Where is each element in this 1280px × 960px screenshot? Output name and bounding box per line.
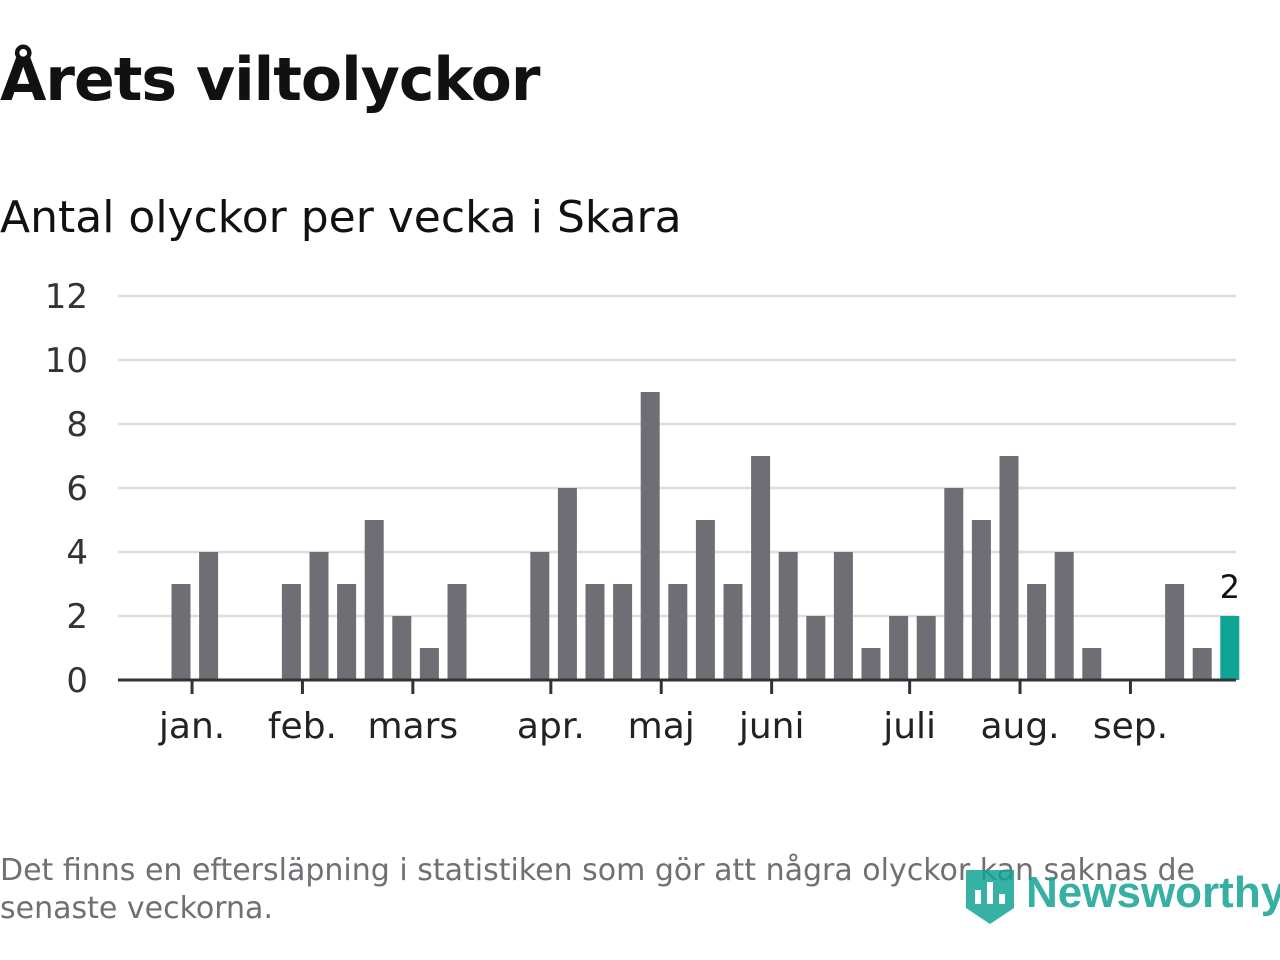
newsworthy-logo-icon: [966, 870, 1014, 924]
brand-name: Newsworthy: [1026, 868, 1280, 917]
y-tick-label: 0: [66, 661, 88, 701]
grid-lines: [118, 294, 1236, 618]
bar: [1082, 648, 1102, 680]
bar: [751, 456, 771, 680]
bar: [695, 520, 715, 680]
bar: [585, 584, 605, 680]
bar: [419, 648, 439, 680]
chart-title: Årets viltolyckor: [0, 45, 540, 115]
bar: [778, 552, 798, 680]
bar: [999, 456, 1019, 680]
x-tick-label: mars: [367, 706, 458, 747]
bar: [281, 584, 301, 680]
chart-subtitle: Antal olyckor per vecka i Skara: [0, 192, 682, 243]
bar: [199, 552, 219, 680]
x-tick-label: sep.: [1093, 706, 1168, 747]
bar: [557, 488, 577, 680]
bar: [833, 552, 853, 680]
bar: [916, 616, 936, 680]
bar: [944, 488, 964, 680]
data-label: 2: [1220, 568, 1240, 606]
bar: [861, 648, 881, 680]
bar: [806, 616, 826, 680]
x-tick-label: apr.: [517, 706, 585, 747]
bar: [392, 616, 412, 680]
x-tick-label: maj: [628, 706, 695, 747]
bars: [171, 392, 1240, 680]
x-tick-label: juli: [882, 706, 936, 747]
bar-highlight: [1220, 616, 1240, 680]
bar: [1192, 648, 1212, 680]
y-tick-label: 2: [66, 597, 88, 637]
x-tick-label: feb.: [268, 706, 337, 747]
bar: [364, 520, 384, 680]
data-labels: 2: [1220, 568, 1240, 606]
bar: [640, 392, 660, 680]
bar: [1165, 584, 1185, 680]
bar: [337, 584, 357, 680]
x-axis: jan. feb. mars apr. maj juni juli aug. sep.: [118, 678, 1236, 747]
bar: [668, 584, 688, 680]
y-tick-label: 6: [66, 469, 88, 509]
newsworthy-logo: Newsworthy: [962, 860, 1280, 926]
bar: [723, 584, 743, 680]
bar-chart: 0 2 4 6 8 10 12 jan. feb. mars apr. maj juni juli aug…: [45, 277, 1240, 747]
y-tick-label: 12: [45, 277, 88, 317]
bar: [971, 520, 991, 680]
y-tick-label: 4: [66, 533, 88, 573]
y-tick-label: 8: [66, 405, 88, 445]
x-tick-label: juni: [738, 706, 805, 747]
y-tick-label: 10: [45, 341, 88, 381]
y-axis-ticks: 0 2 4 6 8 10 12: [45, 277, 88, 701]
bar: [889, 616, 909, 680]
x-tick-label: jan.: [158, 706, 225, 747]
x-tick-label: aug.: [980, 706, 1059, 747]
bar: [1054, 552, 1074, 680]
bar: [447, 584, 467, 680]
bar: [171, 584, 191, 680]
bar: [530, 552, 550, 680]
bar: [613, 584, 633, 680]
bar: [309, 552, 329, 680]
bar: [1027, 584, 1047, 680]
